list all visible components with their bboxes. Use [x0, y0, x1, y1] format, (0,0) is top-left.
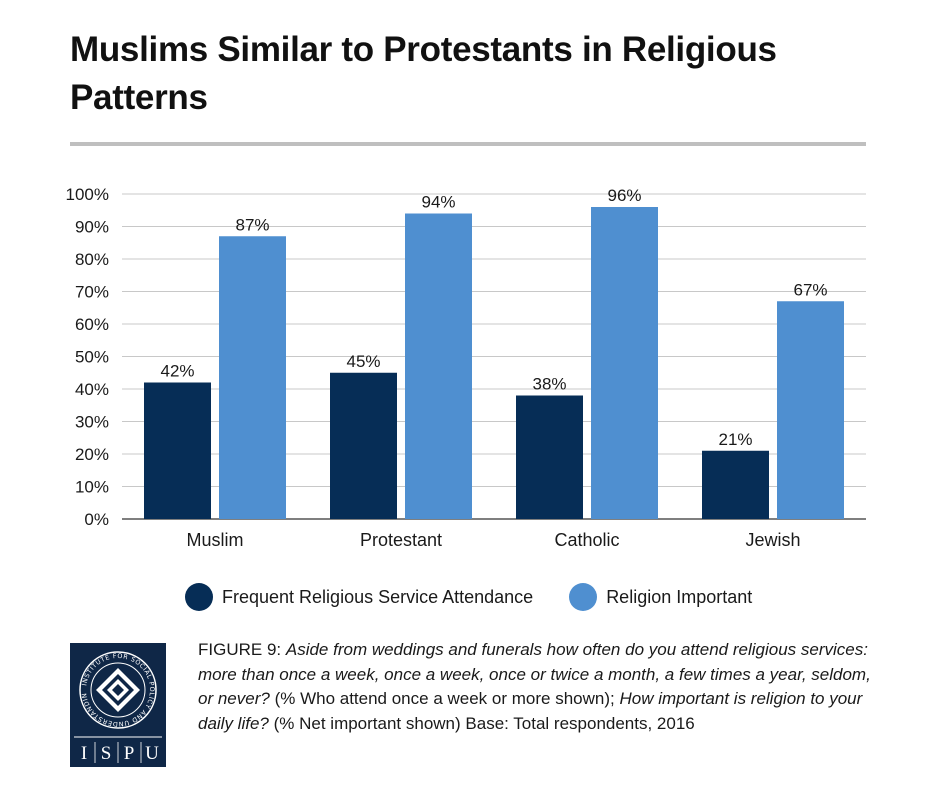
y-tick-label: 20%	[75, 445, 109, 464]
y-tick-label: 80%	[75, 250, 109, 269]
bar-attendance	[702, 450, 769, 519]
logo-letter-p: P	[124, 743, 135, 764]
data-label: 42%	[160, 362, 194, 381]
y-tick-label: 70%	[75, 283, 109, 302]
legend-item-attendance: Frequent Religious Service Attendance	[185, 583, 533, 611]
y-tick-label: 30%	[75, 413, 109, 432]
data-label: 45%	[346, 352, 380, 371]
x-tick-label: Protestant	[360, 530, 442, 550]
legend-label-importance: Religion Important	[606, 586, 753, 607]
x-axis-labels: Muslim Protestant Catholic Jewish	[187, 530, 801, 550]
figure-label: FIGURE 9:	[198, 640, 282, 659]
bar-importance	[219, 236, 286, 519]
legend: Frequent Religious Service Attendance Re…	[185, 583, 788, 611]
legend-item-importance: Religion Important	[569, 583, 752, 611]
bar-importance	[591, 207, 658, 519]
y-tick-label: 50%	[75, 348, 109, 367]
data-label: 94%	[421, 193, 455, 212]
caption-note-1: (% Who attend once a week or more shown)…	[274, 689, 615, 708]
bar-importance	[405, 213, 472, 519]
ispu-logo: INSTITUTE FOR SOCIAL POLICY AND UNDERSTA…	[70, 643, 166, 767]
x-tick-label: Catholic	[554, 530, 619, 550]
figure-caption: FIGURE 9: Aside from weddings and funera…	[198, 638, 878, 736]
caption-question-1: Aside from weddings and funerals how oft…	[198, 640, 871, 708]
data-label: 21%	[718, 430, 752, 449]
data-label: 96%	[607, 186, 641, 205]
x-tick-label: Muslim	[187, 530, 244, 550]
logo-letter-i: I	[81, 743, 87, 764]
y-tick-label: 10%	[75, 478, 109, 497]
y-axis-ticks: 0% 10% 20% 30% 40% 50% 60% 70% 80% 90% 100%	[66, 185, 109, 529]
logo-letter-s: S	[101, 743, 112, 764]
y-tick-label: 60%	[75, 315, 109, 334]
caption-question-2: How important is religion to your daily …	[198, 689, 863, 733]
legend-swatch-importance	[569, 583, 598, 611]
title-divider	[70, 142, 866, 146]
bars: 42% 87% 45% 94% 38% 96% 21% 67%	[144, 186, 844, 519]
y-tick-label: 0%	[84, 510, 109, 529]
legend-swatch-attendance	[185, 583, 213, 611]
data-label: 67%	[793, 280, 827, 299]
bar-attendance	[330, 372, 397, 519]
logo-letter-u: U	[145, 743, 159, 764]
y-tick-label: 90%	[75, 218, 109, 237]
bar-attendance	[144, 382, 211, 519]
bar-importance	[777, 301, 844, 519]
data-label: 38%	[532, 375, 566, 394]
x-tick-label: Jewish	[745, 530, 800, 550]
caption-note-2: (% Net important shown) Base: Total resp…	[273, 713, 695, 733]
legend-label-attendance: Frequent Religious Service Attendance	[222, 586, 534, 607]
y-tick-label: 100%	[66, 185, 109, 204]
data-label: 87%	[235, 215, 269, 234]
bar-attendance	[516, 395, 583, 519]
chart-title: Muslims Similar to Protestants in Religi…	[70, 30, 777, 117]
y-tick-label: 40%	[75, 380, 109, 399]
bar-chart: 0% 10% 20% 30% 40% 50% 60% 70% 80% 90% 100% 42% 87%…	[66, 185, 866, 550]
